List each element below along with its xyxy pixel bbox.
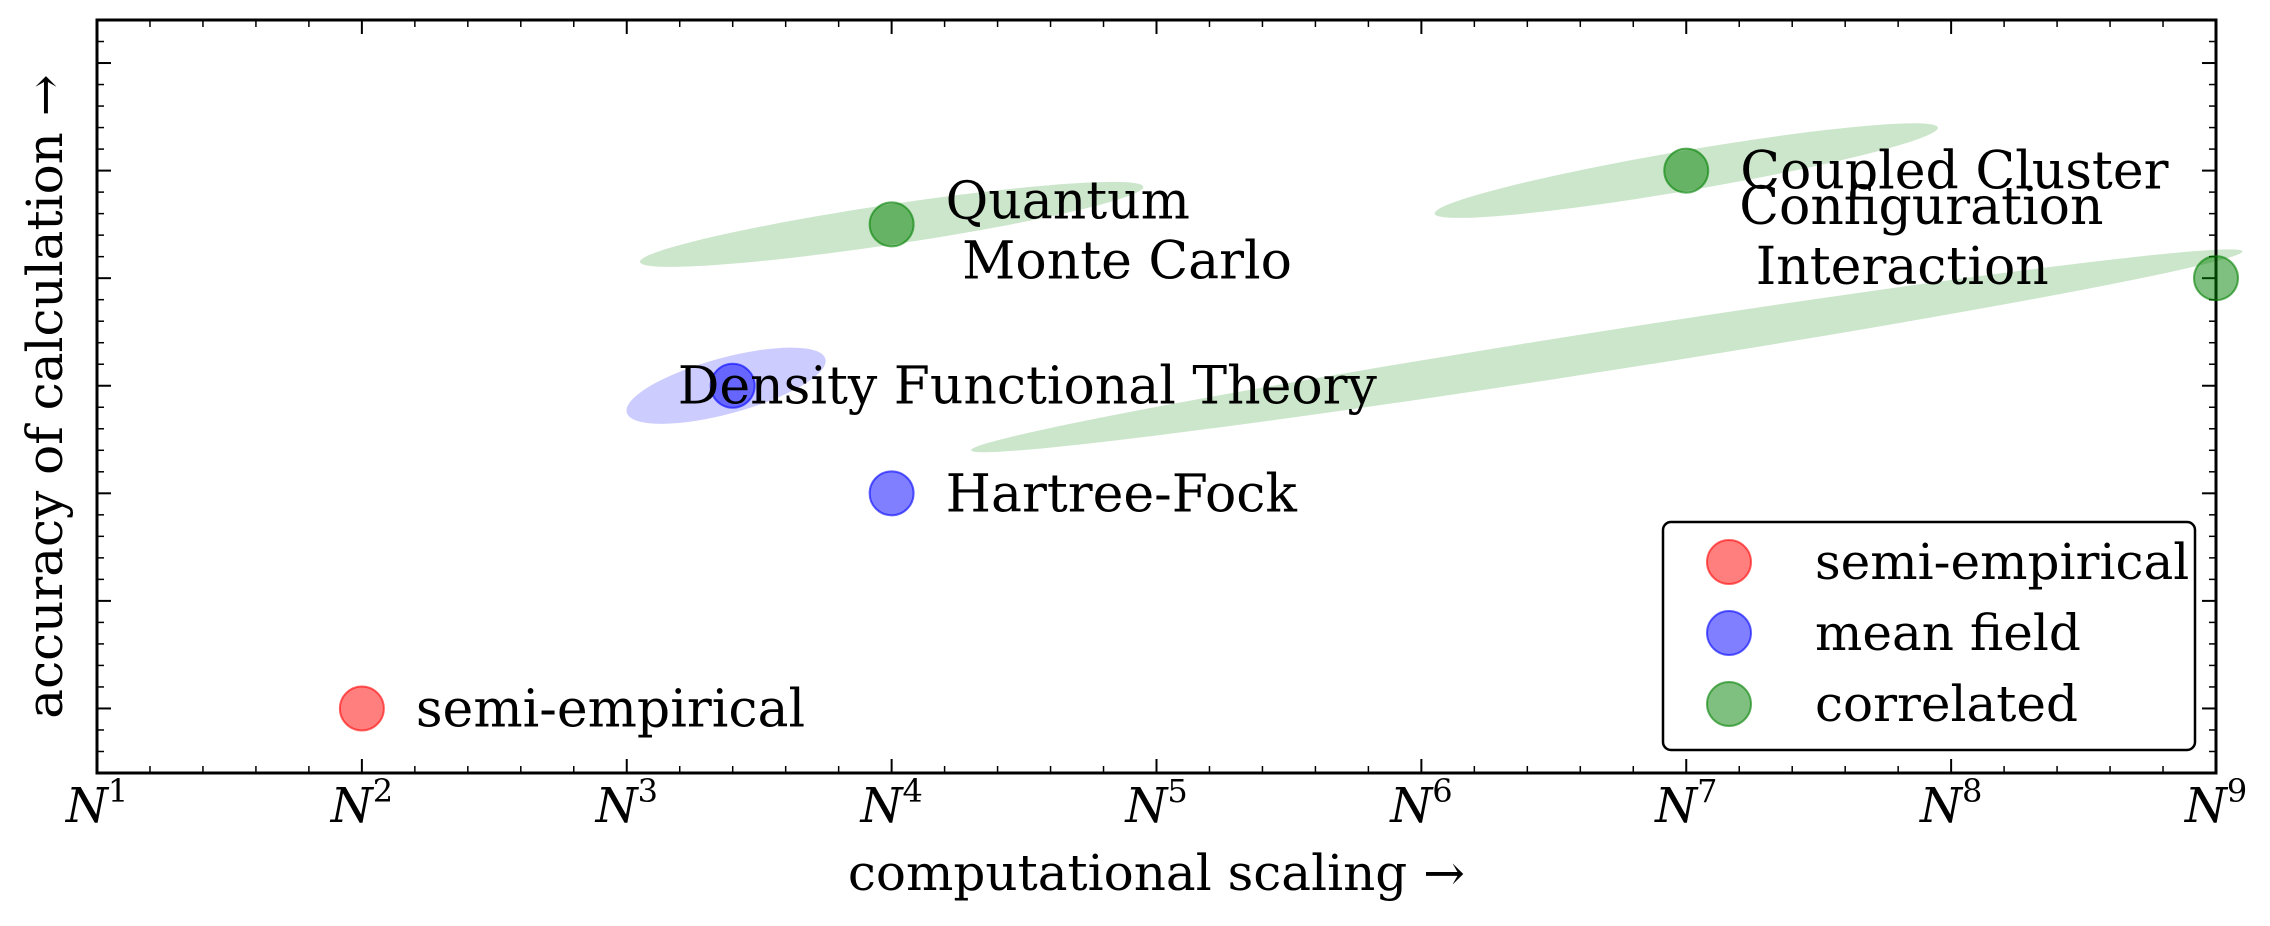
x-tick-label: N6 bbox=[1389, 772, 1452, 834]
x-tick-label: N1 bbox=[65, 772, 128, 834]
x-tick-label: N7 bbox=[1654, 772, 1717, 834]
point-label: Hartree-Fock bbox=[946, 464, 1298, 524]
point-label: Quantum Monte Carlo bbox=[946, 171, 1292, 291]
legend-label: mean field bbox=[1815, 604, 2081, 662]
x-tick-label: N3 bbox=[595, 772, 658, 834]
point-label: Configuration Interaction bbox=[1739, 177, 2103, 297]
x-tick-label: N5 bbox=[1124, 772, 1187, 834]
legend-box bbox=[1661, 520, 2197, 752]
x-axis-title: computational scaling → bbox=[848, 844, 1465, 902]
x-tick-label: N4 bbox=[859, 772, 922, 834]
data-point bbox=[1663, 147, 1710, 194]
data-points: semi-empirical Hartree-Fock Density Functi… bbox=[338, 142, 2239, 739]
x-tick-label: N2 bbox=[330, 772, 393, 834]
point-label: Density Functional Theory bbox=[678, 357, 1378, 417]
legend-label: semi-empirical bbox=[1815, 533, 2189, 591]
legend-label: correlated bbox=[1815, 675, 2078, 733]
axes: N1 N2 N3 N4 N5 N6 N7 N8 N9 computational scaling … bbox=[16, 18, 2247, 902]
point-label: semi-empirical bbox=[416, 679, 805, 739]
data-point bbox=[338, 685, 385, 732]
data-point bbox=[709, 362, 756, 409]
legend-marker bbox=[1706, 610, 1752, 656]
data-point bbox=[2193, 255, 2239, 302]
y-axis-title: accuracy of calculation → bbox=[16, 74, 74, 718]
data-point bbox=[868, 470, 915, 517]
legend: semi-empirical mean field correlated bbox=[1661, 520, 2197, 752]
legend-marker bbox=[1706, 539, 1752, 585]
data-point bbox=[868, 201, 915, 248]
point-label: Coupled Cluster bbox=[1740, 142, 2168, 202]
legend-marker bbox=[1706, 681, 1752, 727]
range-ellipse-4 bbox=[971, 249, 2243, 453]
x-tick-label: N9 bbox=[2184, 772, 2247, 834]
x-tick-label: N8 bbox=[1919, 772, 1982, 834]
